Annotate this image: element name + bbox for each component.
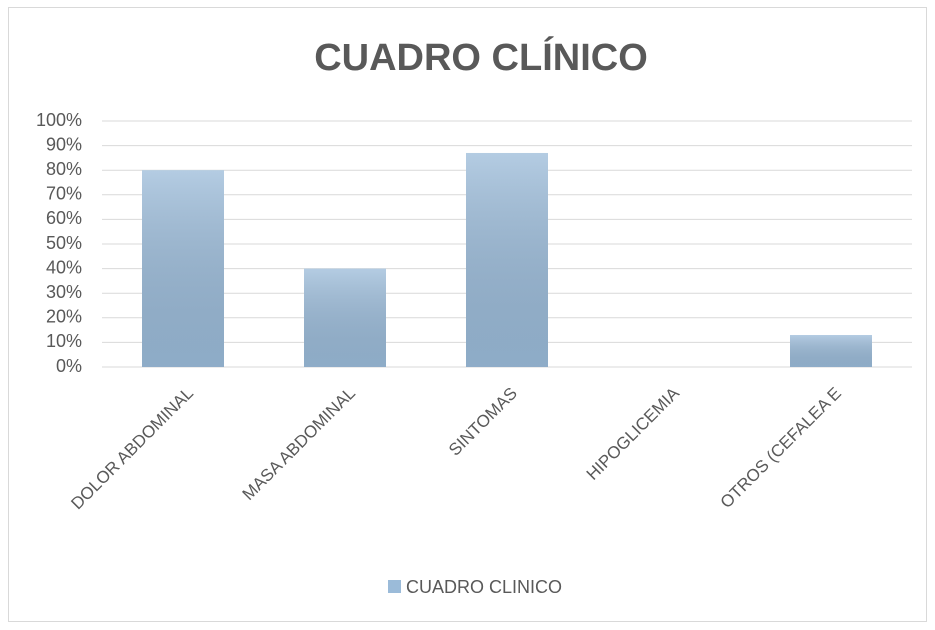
y-tick-label: 0% [56,356,82,376]
y-tick-label: 50% [46,233,82,253]
y-tick-label: 80% [46,159,82,179]
y-tick-label: 40% [46,257,82,277]
chart-title: CUADRO CLÍNICO [314,35,648,79]
bar-shade [304,268,386,367]
y-tick-label: 70% [46,184,82,204]
legend-label: CUADRO CLINICO [406,577,562,597]
y-tick-label: 60% [46,208,82,228]
bar-shade [142,170,224,367]
y-tick-label: 10% [46,331,82,351]
y-tick-label: 20% [46,307,82,327]
legend-swatch [388,580,401,593]
y-tick-label: 90% [46,134,82,154]
bar-shade [466,152,548,367]
bar-shade [790,335,872,367]
y-tick-label: 30% [46,282,82,302]
y-tick-label: 100% [36,110,82,130]
